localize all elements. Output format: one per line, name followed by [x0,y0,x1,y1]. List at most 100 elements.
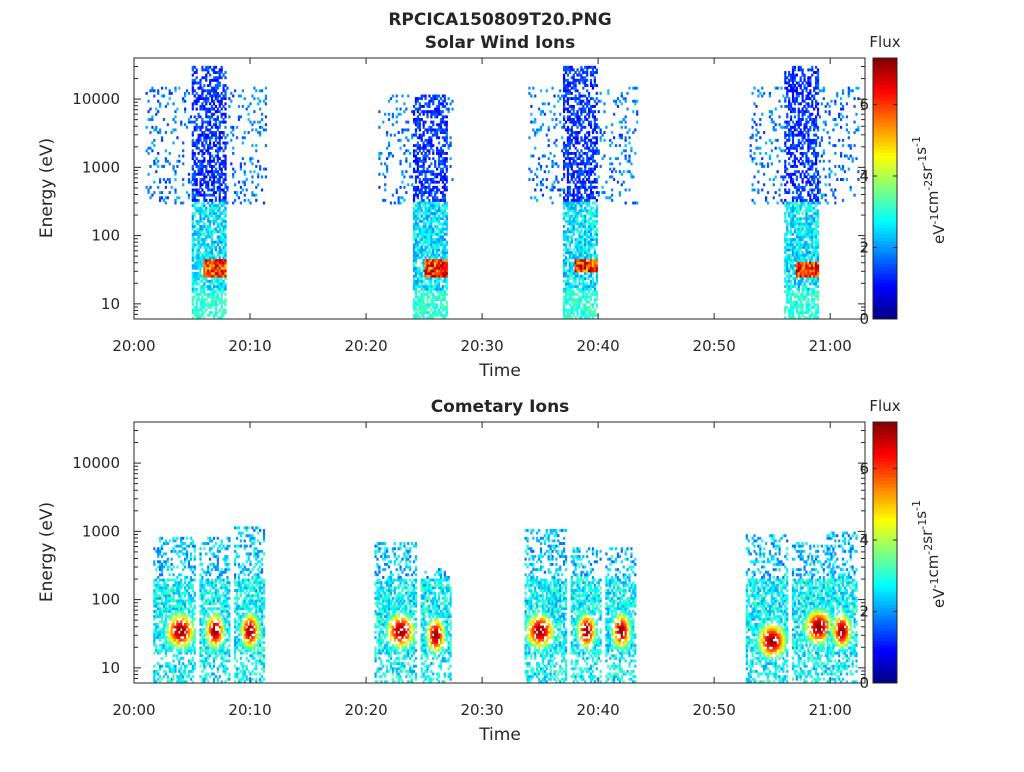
spectrogram-cell [437,209,441,213]
spectrogram-cell [572,313,575,317]
spectrogram-cell [807,141,810,145]
spectrogram-cell [201,86,204,90]
spectrogram-cell [791,225,795,228]
spectrogram-cell [205,206,208,210]
spectrogram-cell [562,300,566,304]
spectrogram-cell [210,112,214,116]
spectrogram-cell [193,175,196,179]
spectrogram-cell [205,94,208,98]
spectrogram-cell [566,206,570,210]
spectrogram-cell [420,198,423,202]
spectrogram-cell [191,211,194,215]
spectrogram-cell [424,110,427,114]
spectrogram-cell [791,191,795,195]
spectrogram-cell [212,303,216,307]
spectrogram-cell [209,128,212,132]
spectrogram-cell [582,183,585,187]
spectrogram-cell [416,165,419,168]
spectrogram-cell [237,115,241,119]
spectrogram-cell [395,191,398,195]
spectrogram-cell [405,149,408,153]
spectrogram-cell [436,261,439,265]
spectrogram-cell [220,287,223,291]
spectrogram-cell [788,277,791,281]
spectrogram-cell [443,128,446,132]
spectrogram-cell [445,287,448,291]
spectrogram-cell [803,128,806,132]
spectrogram-cell [584,175,587,179]
spectrogram-cell [797,285,800,288]
spectrogram-cell [197,188,200,192]
spectrogram-cell [210,214,214,218]
spectrogram-cell [445,151,448,155]
spectrogram-cell [576,89,579,93]
spectrogram-cell [568,91,571,95]
spectrogram-cell [443,123,446,127]
spectrogram-cell [786,285,789,288]
spectrogram-cell [430,209,433,213]
spectrogram-cell [574,170,577,174]
spectrogram-cell [586,198,589,202]
spectrogram-cell [195,219,198,223]
spectrogram-cell [791,206,795,210]
spectrogram-cell [566,115,570,119]
spectrogram-cell [182,149,185,153]
spectrogram-cell [166,178,169,181]
spectrogram-cell [416,97,419,101]
spectrogram-cell [620,133,623,137]
spectrogram-cell [214,274,218,278]
spectrogram-cell [809,225,812,228]
spectrogram-cell [580,107,583,111]
spectrogram-cell [786,279,789,283]
spectrogram-cell [630,172,633,176]
spectrogram-cell [395,188,398,192]
spectrogram-cell [589,253,593,257]
spectrogram-cell [203,264,206,268]
spectrogram-cell [411,183,414,187]
spectrogram-cell [214,298,218,302]
spectrogram-cell [176,107,179,111]
spectrogram-cell [212,170,216,174]
spectrogram-cell [218,282,221,286]
spectrogram-cell [795,170,798,174]
spectrogram-cell [568,136,571,140]
spectrogram-cell [805,120,808,124]
spectrogram-cell [591,235,595,239]
spectrogram-cell [241,89,244,93]
spectrogram-cell [218,227,221,231]
spectrogram-cell [414,149,418,153]
spectrogram-cell [430,188,433,192]
spectrogram-cell [437,136,441,140]
spectrogram-cell [551,185,554,189]
spectrogram-cell [216,287,219,291]
spectrogram-cell [589,272,593,275]
spectrogram-cell [195,292,198,296]
spectrogram-cell [193,311,196,315]
spectrogram-cell [445,261,448,265]
spectrogram-cell [430,269,433,273]
spectrogram-cell [568,253,571,257]
spectrogram-cell [584,251,587,255]
spectrogram-cell [578,170,581,174]
spectrogram-cell [586,65,589,69]
spectrogram-cell [414,243,418,247]
spectrogram-cell [199,86,202,90]
spectrogram-cell [568,248,571,252]
spectrogram-cell [570,138,573,142]
spectrogram-cell [584,206,587,210]
spectrogram-cell [218,149,221,153]
spectrogram-cell [197,256,200,260]
spectrogram-cell [586,204,589,208]
spectrogram-cell [430,201,433,205]
spectrogram-cell [589,227,593,231]
spectrogram-cell [205,73,208,77]
spectrogram-cell [201,165,204,168]
spectrogram-cell [566,141,570,145]
spectrogram-cell [207,256,210,260]
spectrogram-cell [809,198,812,202]
spectrogram-cell [210,219,214,223]
spectrogram-cell [389,97,393,101]
spectrogram-cell [807,290,810,294]
spectrogram-cell [536,175,539,179]
spectrogram-cell [580,316,583,320]
